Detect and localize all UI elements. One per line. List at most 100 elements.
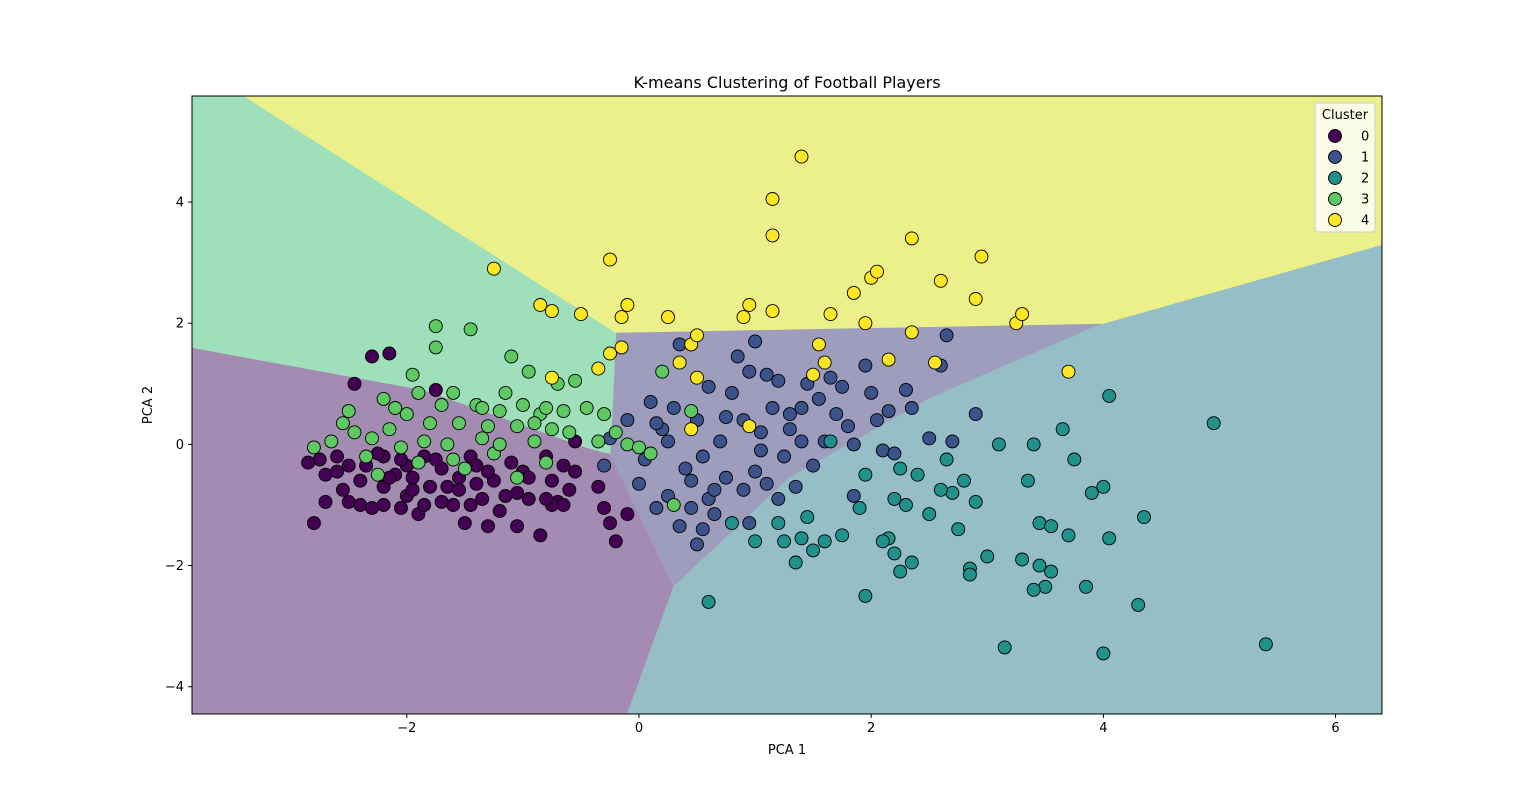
point-cluster-1-10 bbox=[672, 337, 687, 352]
point-cluster-3-44 bbox=[620, 437, 635, 452]
legend-label-2: 2 bbox=[1361, 172, 1369, 187]
point-cluster-1-71 bbox=[835, 379, 850, 394]
point-cluster-4-36 bbox=[933, 273, 948, 288]
point-cluster-1-30 bbox=[782, 407, 797, 422]
point-cluster-2-28 bbox=[962, 567, 977, 582]
point-cluster-3-9 bbox=[394, 440, 408, 455]
point-cluster-3-57 bbox=[370, 467, 385, 482]
point-cluster-1-55 bbox=[759, 367, 774, 382]
point-cluster-0-14 bbox=[394, 501, 408, 515]
point-cluster-4-15 bbox=[690, 370, 704, 385]
point-cluster-0-54 bbox=[394, 452, 408, 467]
point-cluster-0-53 bbox=[382, 470, 397, 485]
point-cluster-0-48 bbox=[481, 519, 495, 534]
point-cluster-2-45 bbox=[1084, 485, 1099, 500]
point-cluster-0-32 bbox=[504, 455, 519, 470]
point-cluster-4-41 bbox=[1061, 364, 1076, 379]
point-cluster-2-48 bbox=[1102, 531, 1117, 546]
point-cluster-3-22 bbox=[463, 322, 478, 337]
point-cluster-4-22 bbox=[765, 304, 780, 319]
point-cluster-4-20 bbox=[765, 192, 780, 206]
point-cluster-2-49 bbox=[1102, 388, 1117, 403]
legend-marker-3 bbox=[1328, 192, 1342, 206]
point-cluster-1-49 bbox=[939, 328, 954, 343]
point-cluster-4-16 bbox=[684, 422, 699, 437]
point-cluster-2-26 bbox=[951, 522, 966, 537]
point-cluster-0-46 bbox=[620, 507, 635, 522]
point-cluster-0-0 bbox=[306, 516, 321, 531]
point-cluster-2-10 bbox=[823, 434, 838, 449]
point-cluster-2-16 bbox=[887, 491, 902, 506]
legend-marker-0 bbox=[1328, 129, 1342, 143]
point-cluster-1-56 bbox=[782, 422, 797, 437]
x-tick-label: 4 bbox=[1099, 721, 1107, 736]
point-cluster-4-1 bbox=[533, 298, 548, 312]
point-cluster-2-2 bbox=[748, 534, 763, 549]
point-cluster-1-18 bbox=[719, 470, 733, 485]
point-cluster-0-58 bbox=[452, 482, 466, 497]
point-cluster-2-22 bbox=[910, 467, 925, 482]
point-cluster-0-56 bbox=[417, 498, 432, 512]
point-cluster-1-45 bbox=[887, 446, 902, 461]
region-cluster-4 bbox=[243, 96, 1382, 333]
point-cluster-1-47 bbox=[922, 431, 937, 446]
point-cluster-0-55 bbox=[405, 482, 420, 497]
point-cluster-1-5 bbox=[649, 501, 664, 515]
point-cluster-0-3 bbox=[330, 464, 345, 479]
y-tick-label: 0 bbox=[176, 438, 184, 453]
point-cluster-1-28 bbox=[771, 373, 786, 388]
decision-regions bbox=[192, 96, 1382, 714]
point-cluster-4-8 bbox=[614, 310, 629, 325]
point-cluster-2-50 bbox=[1131, 597, 1146, 612]
point-cluster-2-34 bbox=[1020, 473, 1035, 488]
point-cluster-4-5 bbox=[591, 361, 606, 376]
x-tick-label: 0 bbox=[635, 721, 643, 736]
point-cluster-3-43 bbox=[608, 425, 623, 440]
point-cluster-1-43 bbox=[875, 443, 890, 458]
point-cluster-1-21 bbox=[736, 482, 751, 497]
point-cluster-1-0 bbox=[597, 458, 612, 473]
point-cluster-3-4 bbox=[347, 425, 362, 440]
point-cluster-1-61 bbox=[771, 491, 786, 506]
point-cluster-0-35 bbox=[521, 491, 536, 506]
point-cluster-4-18 bbox=[742, 298, 757, 312]
point-cluster-2-44 bbox=[1079, 579, 1093, 594]
point-cluster-4-12 bbox=[672, 355, 687, 370]
legend-title: Cluster bbox=[1322, 108, 1369, 123]
point-cluster-3-51 bbox=[411, 455, 426, 470]
point-cluster-4-21 bbox=[765, 228, 780, 243]
point-cluster-2-31 bbox=[991, 437, 1006, 452]
point-cluster-2-4 bbox=[777, 534, 792, 549]
x-axis-ticks: −2 0 2 4 6 bbox=[397, 714, 1340, 736]
point-cluster-3-6 bbox=[365, 431, 379, 446]
point-cluster-0-4 bbox=[341, 494, 356, 509]
point-cluster-2-18 bbox=[893, 564, 908, 579]
point-cluster-3-55 bbox=[539, 401, 554, 415]
point-cluster-0-24 bbox=[446, 498, 461, 512]
point-cluster-3-59 bbox=[527, 416, 542, 431]
x-tick-label: 6 bbox=[1331, 721, 1339, 736]
point-cluster-0-26 bbox=[457, 516, 472, 531]
point-cluster-1-4 bbox=[643, 395, 658, 409]
point-cluster-3-25 bbox=[481, 419, 495, 434]
point-cluster-3-17 bbox=[434, 398, 449, 412]
point-cluster-2-41 bbox=[1055, 422, 1070, 437]
point-cluster-2-37 bbox=[1032, 516, 1047, 531]
point-cluster-3-56 bbox=[562, 425, 577, 440]
point-cluster-1-59 bbox=[684, 473, 699, 488]
point-cluster-1-42 bbox=[870, 413, 884, 428]
point-cluster-4-32 bbox=[881, 352, 896, 367]
point-cluster-3-47 bbox=[655, 364, 670, 379]
point-cluster-4-10 bbox=[620, 298, 635, 312]
point-cluster-0-59 bbox=[463, 498, 478, 512]
point-cluster-1-2 bbox=[620, 413, 635, 428]
point-cluster-3-3 bbox=[341, 404, 356, 419]
point-cluster-1-53 bbox=[701, 379, 716, 394]
point-cluster-2-47 bbox=[1096, 479, 1111, 494]
point-cluster-1-17 bbox=[713, 434, 728, 449]
point-cluster-1-58 bbox=[661, 434, 675, 449]
point-cluster-1-29 bbox=[777, 449, 792, 464]
point-cluster-3-52 bbox=[446, 385, 461, 400]
point-cluster-2-0 bbox=[701, 594, 716, 609]
